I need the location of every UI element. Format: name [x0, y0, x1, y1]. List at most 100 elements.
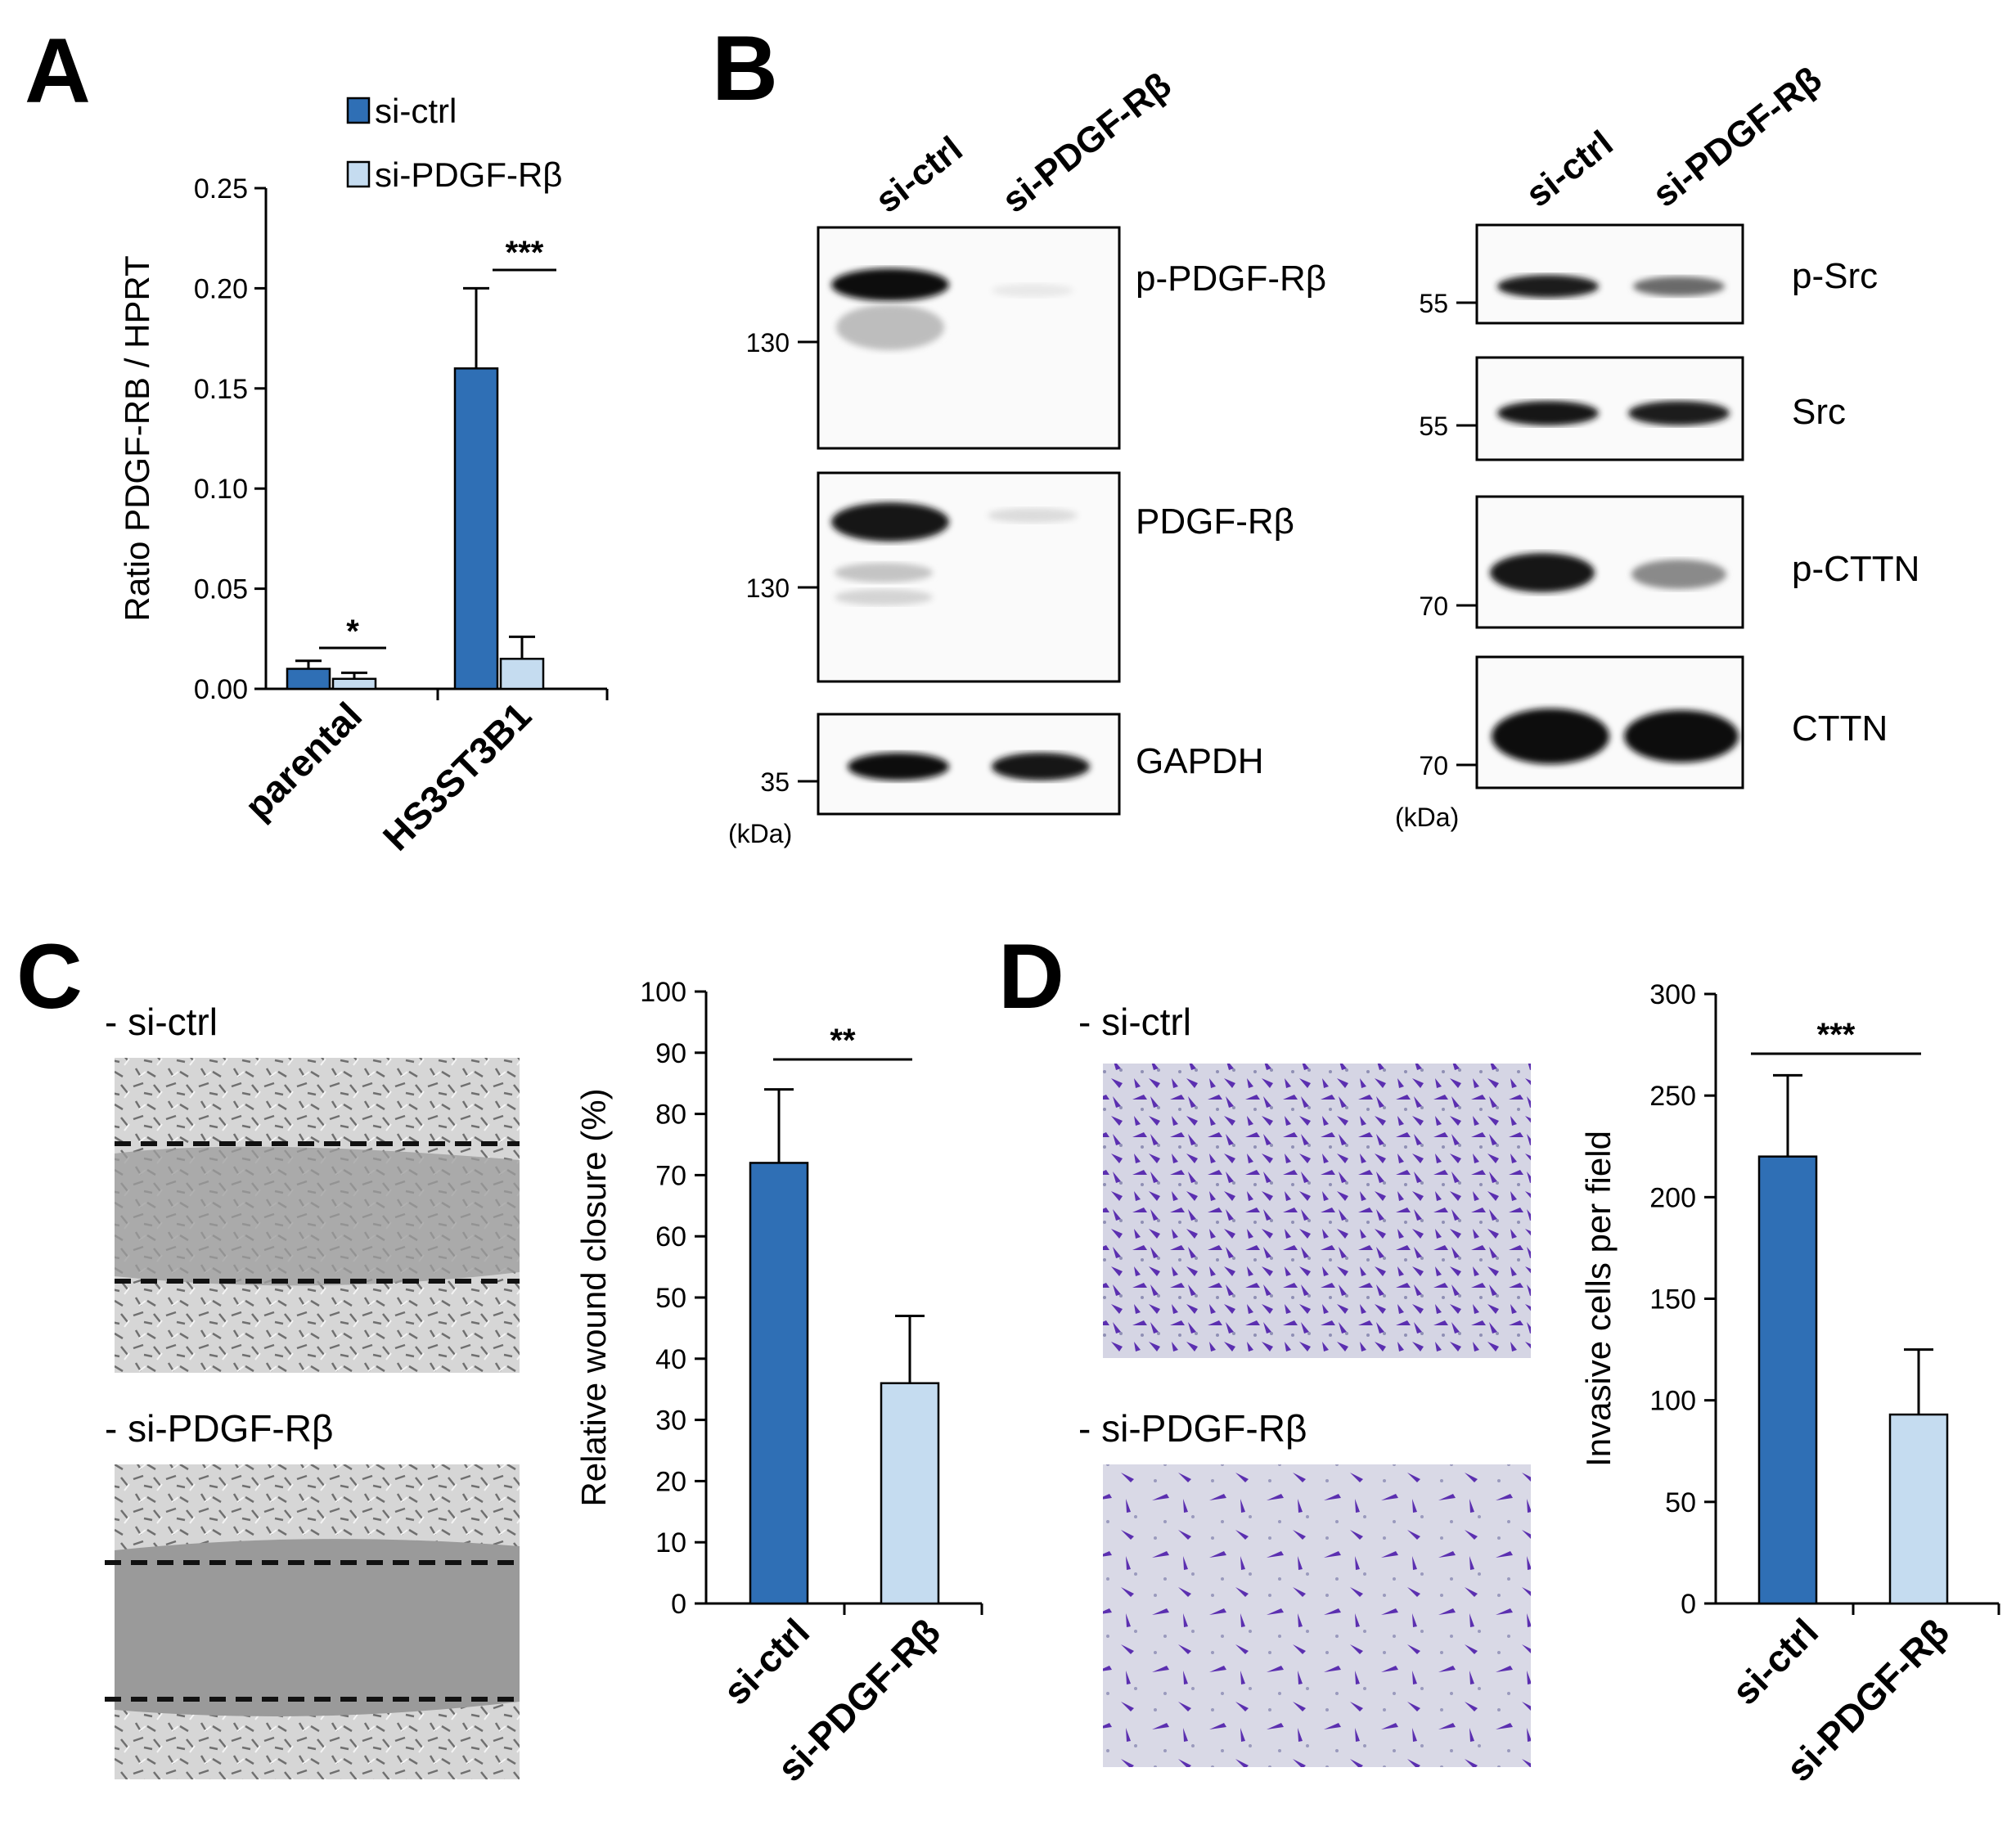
y-tick-label: 250 — [1649, 1081, 1696, 1112]
y-tick-label: 200 — [1649, 1182, 1696, 1213]
chart-a: 0.00 0.05 0.10 0.15 0.20 0.25 Ratio PDGF-RB / … — [118, 92, 609, 859]
y-axis-label: Invasive cells per field — [1579, 1131, 1618, 1467]
y-tick-label: 0.15 — [194, 374, 248, 405]
band — [1624, 710, 1739, 762]
y-tick-label: 60 — [655, 1221, 686, 1253]
band-smear — [835, 563, 933, 582]
y-tick-label: 50 — [1665, 1487, 1696, 1518]
kda-label: (kDa) — [728, 819, 792, 848]
panel-label-d: D — [998, 925, 1064, 1028]
band — [1492, 708, 1609, 764]
mw-marker: 55 — [1419, 412, 1448, 441]
panel-label-a: A — [25, 20, 91, 122]
bar-si-pdgf — [880, 1382, 940, 1605]
blot-left-lane-2: si-PDGF-Rβ — [995, 65, 1179, 221]
bar-si-pdgf — [331, 677, 377, 690]
image-label-d-bottom: - si-PDGF-Rβ — [1078, 1407, 1307, 1450]
wound-image-si-ctrl — [115, 1058, 520, 1373]
legend-swatch-si-ctrl — [346, 97, 371, 124]
y-tick-label: 0.25 — [194, 173, 248, 205]
band — [848, 753, 949, 780]
y-tick-label: 0 — [671, 1589, 686, 1620]
wound-image-si-pdgf — [105, 1464, 520, 1779]
blot-row-label: PDGF-Rβ — [1136, 501, 1294, 542]
band — [988, 508, 1078, 523]
y-tick-label: 10 — [655, 1527, 686, 1558]
blot-right-lane-1: si-ctrl — [1519, 123, 1621, 214]
legend-label: si-PDGF-Rβ — [375, 155, 562, 194]
mw-marker: 55 — [1419, 289, 1448, 318]
y-tick-label: 20 — [655, 1466, 686, 1497]
bar-si-ctrl — [749, 1162, 809, 1605]
y-tick-label: 150 — [1649, 1284, 1696, 1316]
wound-gap — [115, 1146, 520, 1286]
bar-si-pdgf — [499, 658, 545, 690]
blot-right-lane-2: si-PDGF-Rβ — [1645, 59, 1829, 215]
blot-right-frame-1 — [1475, 223, 1744, 325]
y-tick-label: 0.05 — [194, 574, 248, 605]
significance-star: * — [346, 614, 359, 650]
invasion-image-si-ctrl — [1103, 1064, 1531, 1358]
blot-right: si-ctrl si-PDGF-Rβ 55 p-Src 55 Src 70 p-… — [1395, 59, 1919, 832]
x-category-label: si-ctrl — [1724, 1610, 1826, 1712]
y-axis-label: Ratio PDGF-RB / HPRT — [118, 255, 156, 621]
blot-row-label: GAPDH — [1136, 741, 1263, 781]
legend-swatch-si-pdgf — [346, 160, 371, 188]
blot-row-label: p-Src — [1792, 256, 1878, 296]
band-smear — [836, 304, 944, 350]
y-tick-label: 100 — [1649, 1386, 1696, 1417]
blot-row-label: CTTN — [1792, 708, 1888, 749]
chart-c: 0 10 20 30 40 50 60 70 80 90 100 Relative wound clo… — [574, 977, 983, 1790]
bar-si-pdgf — [1888, 1413, 1949, 1605]
y-tick-label: 0 — [1681, 1589, 1696, 1620]
blot-left-lane-1: si-ctrl — [868, 128, 970, 220]
band — [1633, 277, 1725, 296]
blot-row-label: p-PDGF-Rβ — [1136, 259, 1326, 299]
band — [1497, 401, 1599, 425]
panel-label-b: B — [712, 17, 778, 119]
image-label-c-bottom: - si-PDGF-Rβ — [105, 1407, 333, 1450]
x-category-label: HS3ST3B1 — [375, 694, 539, 858]
wound-gap — [115, 1539, 520, 1716]
y-tick-label: 100 — [640, 977, 686, 1008]
band — [992, 284, 1073, 297]
y-tick-label: 80 — [655, 1100, 686, 1131]
y-tick-label: 40 — [655, 1344, 686, 1375]
y-tick-label: 0.10 — [194, 474, 248, 505]
band — [1631, 560, 1726, 589]
mw-marker: 35 — [760, 767, 790, 797]
significance-star: *** — [506, 235, 544, 271]
band — [992, 753, 1090, 780]
significance-star: *** — [1817, 1017, 1856, 1053]
image-label-d-top: - si-ctrl — [1078, 1001, 1191, 1043]
blot-row-label: Src — [1792, 392, 1846, 432]
x-category-label: si-ctrl — [715, 1610, 817, 1712]
y-tick-label: 90 — [655, 1038, 686, 1069]
band — [1628, 401, 1730, 425]
mw-marker: 70 — [1419, 591, 1448, 621]
y-tick-label: 30 — [655, 1405, 686, 1437]
x-category-label: parental — [236, 694, 370, 827]
mw-marker: 70 — [1419, 751, 1448, 780]
mw-marker: 130 — [746, 573, 790, 603]
bar-si-ctrl — [286, 668, 331, 690]
significance-star: ** — [830, 1023, 856, 1059]
invasion-image-si-pdgf — [1103, 1464, 1531, 1767]
band — [1490, 553, 1595, 592]
y-tick-label: 0.20 — [194, 273, 248, 304]
band — [831, 268, 949, 301]
chart-d: 0 50 100 150 200 250 300 Invasive cells per fie… — [1579, 979, 2000, 1790]
y-axis-label: Relative wound closure (%) — [574, 1088, 613, 1506]
y-tick-label: 50 — [655, 1283, 686, 1314]
y-tick-label: 0.00 — [194, 674, 248, 705]
band-smear — [835, 589, 933, 605]
blot-left: si-ctrl si-PDGF-Rβ 130 p-PDGF-Rβ 130 PDG… — [728, 65, 1326, 848]
band — [831, 502, 949, 542]
y-tick-label: 300 — [1649, 979, 1696, 1010]
image-label-c-top: - si-ctrl — [105, 1001, 218, 1043]
kda-label: (kDa) — [1395, 803, 1459, 832]
bar-si-ctrl — [1757, 1155, 1818, 1605]
bar-si-ctrl — [453, 367, 499, 690]
blot-row-label: p-CTTN — [1792, 549, 1919, 589]
